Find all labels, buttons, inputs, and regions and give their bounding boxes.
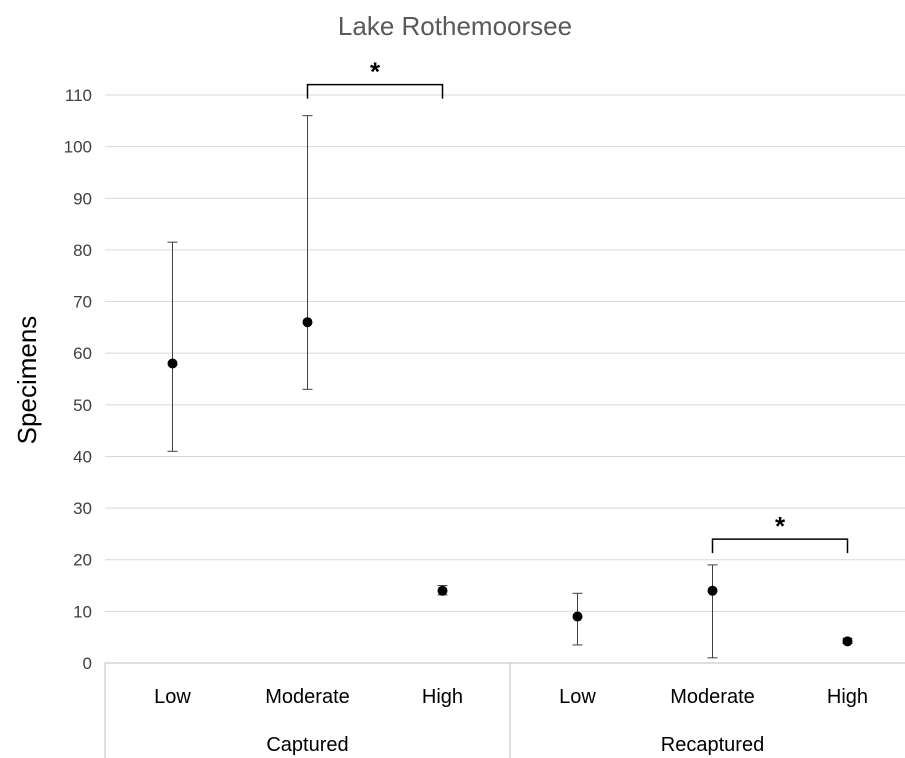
- x-category-label: Moderate: [670, 686, 755, 708]
- x-category-label: Low: [559, 686, 596, 708]
- y-tick-label: 10: [73, 602, 92, 621]
- x-category-label: Moderate: [265, 686, 350, 708]
- y-tick-label: 20: [73, 551, 92, 570]
- chart-title: Lake Rothemoorsee: [338, 11, 572, 41]
- x-group-label: Captured: [266, 734, 348, 756]
- x-group-label: Recaptured: [661, 734, 764, 756]
- data-point: [302, 317, 313, 328]
- data-point: [707, 585, 718, 596]
- data-point: [167, 358, 178, 369]
- data-point: [842, 636, 853, 647]
- data-point: [572, 611, 583, 622]
- y-tick-label: 90: [73, 189, 92, 208]
- x-category-label: High: [422, 686, 463, 708]
- significance-bracket: [306, 83, 444, 99]
- data-points: [167, 115, 853, 659]
- significance-bracket: [711, 538, 849, 554]
- x-category-label: Low: [154, 686, 191, 708]
- y-tick-label: 80: [73, 241, 92, 260]
- significance-star: *: [370, 57, 381, 87]
- y-tick-label: 40: [73, 447, 92, 466]
- y-axis-label: Specimens: [12, 316, 42, 445]
- y-axis-ticks: 0 10 20 30 40 50 60 70 80 90 100 110: [64, 86, 92, 673]
- x-axis: Low Moderate High Captured Low Moderate High Re…: [104, 662, 905, 758]
- y-tick-label: 70: [73, 293, 92, 312]
- y-tick-label: 60: [73, 344, 92, 363]
- significance-annotations: **: [306, 57, 849, 554]
- x-category-label: High: [827, 686, 868, 708]
- gridlines: [105, 94, 905, 612]
- y-tick-label: 50: [73, 396, 92, 415]
- data-point: [437, 585, 448, 596]
- y-tick-label: 100: [64, 138, 92, 157]
- significance-star: *: [775, 511, 786, 541]
- y-tick-label: 30: [73, 499, 92, 518]
- y-tick-label: 0: [83, 654, 92, 673]
- y-tick-label: 110: [65, 86, 92, 105]
